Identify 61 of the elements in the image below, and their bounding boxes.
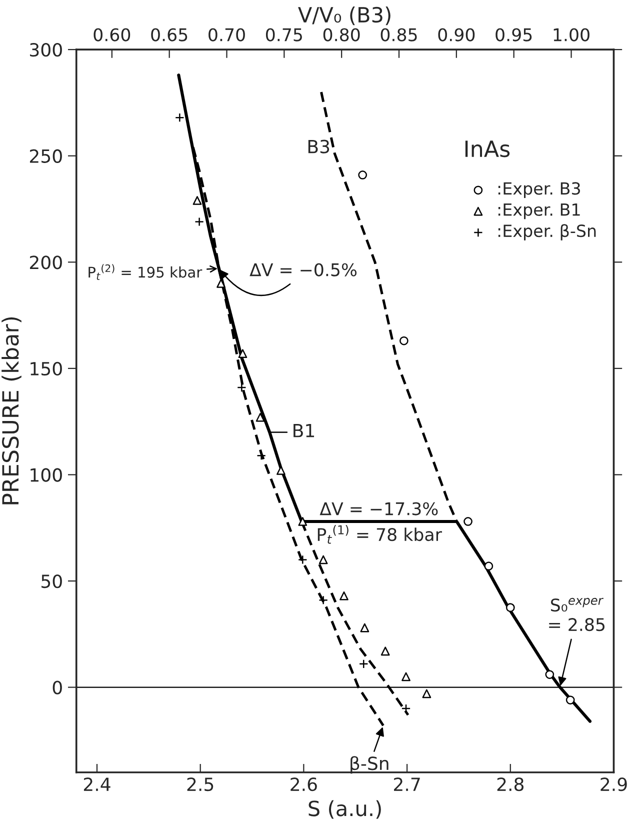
point xyxy=(256,412,265,422)
y-tick-label: 200 xyxy=(30,256,62,270)
x2-tick-label: 0.65 xyxy=(151,28,188,42)
annotation: InAs xyxy=(465,140,510,158)
annotation: ΔV = −17.3% xyxy=(320,502,438,516)
y-tick-label: 300 xyxy=(30,43,62,57)
point xyxy=(238,349,248,358)
y-tick-label: 50 xyxy=(42,574,62,588)
annotation: B1 xyxy=(294,424,314,438)
x-tick-label: 2.8 xyxy=(497,777,524,792)
annotation: S₀$^{exper}$ = 2.85 xyxy=(549,598,605,632)
x2-tick-label: 0.75 xyxy=(266,28,302,42)
point xyxy=(566,696,575,704)
point xyxy=(484,562,494,571)
annotation: ΔV = −0.5% xyxy=(250,263,357,276)
x2-tick-label: 0.95 xyxy=(496,28,532,42)
point xyxy=(380,646,390,656)
point xyxy=(402,672,410,682)
x2-tick-label: 0.70 xyxy=(208,28,245,42)
y-axis-title: PRESSURE (kbar) xyxy=(2,317,22,504)
point xyxy=(360,623,370,632)
x2-tick-label: 0.90 xyxy=(438,28,475,42)
x2-tick-label: 0.85 xyxy=(380,28,417,42)
y-tick-label: 150 xyxy=(30,362,62,376)
annotation: β-Sn xyxy=(350,756,388,774)
point xyxy=(545,670,554,679)
x2-tick-label: 1.00 xyxy=(554,28,590,42)
point xyxy=(192,196,202,205)
legend-label: :Exper. β-Sn xyxy=(498,224,596,240)
x2-tick-label: 0.80 xyxy=(323,28,360,42)
point xyxy=(298,555,308,564)
point xyxy=(464,517,472,526)
point xyxy=(318,555,328,564)
y-tick-label: 0 xyxy=(52,680,62,694)
x-tick-label: 2.9 xyxy=(600,777,627,792)
legend-label: :Exper. B3 xyxy=(498,182,580,198)
point xyxy=(318,595,328,605)
annotation: P$_{t}$$^{(1)}$ = 78 kbar xyxy=(318,524,442,544)
x2-tick-label: 0.60 xyxy=(94,28,130,42)
point xyxy=(506,603,515,612)
annotation: B3 xyxy=(308,140,330,154)
x-tick-label: 2.7 xyxy=(394,777,420,791)
x-tick-label: 2.5 xyxy=(187,777,214,792)
point xyxy=(298,517,308,526)
point xyxy=(340,591,348,600)
x-tick-label: 2.6 xyxy=(290,777,317,792)
x2-axis-title: V/V₀ (B3) xyxy=(298,6,390,26)
y-tick-label: 100 xyxy=(30,468,62,482)
point xyxy=(358,659,368,669)
point xyxy=(194,217,204,226)
point xyxy=(237,382,246,392)
point xyxy=(216,278,226,288)
x-tick-label: 2.4 xyxy=(84,777,110,791)
point xyxy=(174,112,184,122)
annotation: P$_{t}$$^{(2)}$ = 195 kbar xyxy=(88,264,202,280)
point xyxy=(422,689,432,698)
point xyxy=(400,336,408,346)
legend-label: :Exper. B1 xyxy=(498,204,580,220)
point xyxy=(358,170,368,180)
x-axis-title: S (a.u.) xyxy=(308,800,381,819)
y-tick-label: 250 xyxy=(30,149,62,163)
